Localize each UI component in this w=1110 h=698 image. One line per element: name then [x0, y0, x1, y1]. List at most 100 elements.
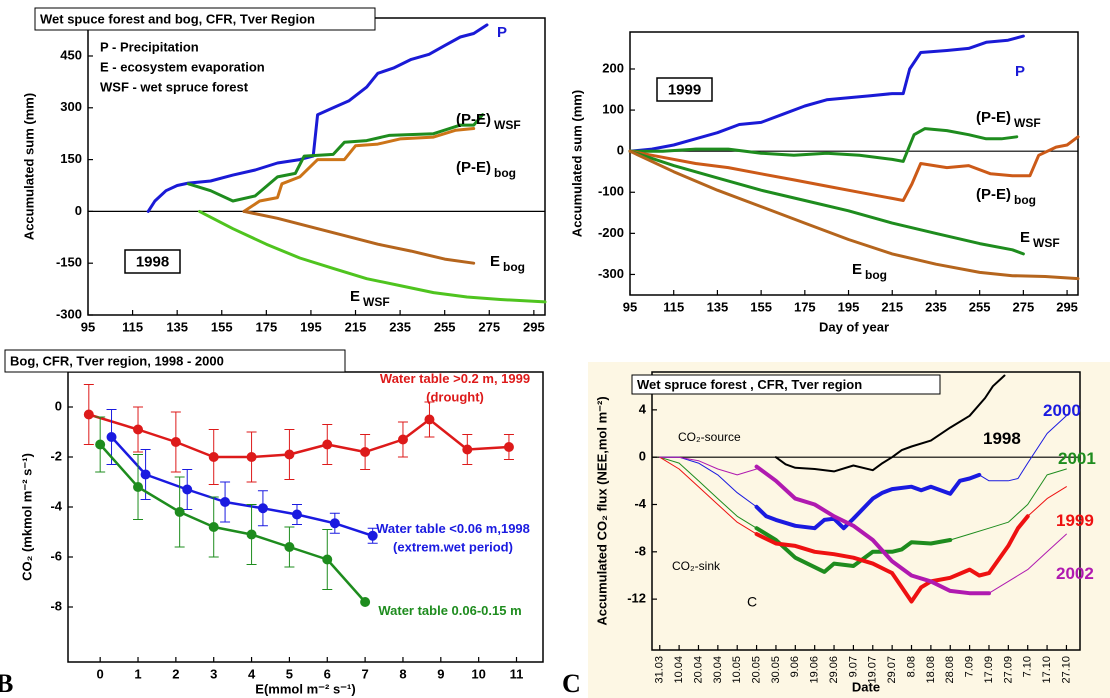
series-label: (P-E) WSF: [456, 111, 521, 132]
series-name: 2002: [1056, 564, 1094, 583]
x-tick-label: 7: [361, 666, 368, 681]
legend-note: P - Precipitation: [100, 39, 199, 54]
point: [284, 449, 295, 460]
x-tick-label: 27.10: [1060, 656, 1072, 684]
x-tick-label: 0: [97, 666, 104, 681]
y-tick-label: -300: [56, 306, 82, 321]
x-tick-label: 7.10: [1022, 656, 1034, 677]
series-label: (P-E) bog: [456, 159, 516, 180]
series-name: Water table <0.06 m,1998: [376, 521, 530, 536]
x-tick-label: 215: [345, 319, 367, 334]
y-axis-label: Accumulated sum (mm): [569, 90, 584, 237]
x-tick-label: 175: [255, 319, 277, 334]
series-name: P: [497, 24, 507, 41]
series-label: Water table 0.06-0.15 m: [378, 603, 521, 618]
y-tick-label: -8: [50, 598, 62, 613]
point: [182, 484, 193, 495]
point: [397, 434, 408, 445]
x-tick-label: 195: [300, 319, 322, 334]
flux-line: [949, 468, 1067, 541]
flux-line: [659, 456, 758, 535]
flux-line: [988, 533, 1067, 594]
series-name: 1999: [1056, 511, 1094, 530]
flux-line: [754, 472, 982, 531]
annotation: CO₂-sink: [672, 559, 721, 573]
x-tick-label: 5: [286, 666, 293, 681]
x-tick-label: 8.08: [905, 656, 917, 677]
legend-note: WSF - wet spruce forest: [100, 79, 249, 94]
plot-frame: [651, 371, 1081, 651]
y-tick-label: 450: [60, 47, 82, 62]
series-label: Water table >0.2 m, 1999: [380, 371, 530, 386]
x-tick-label: 135: [707, 299, 729, 314]
x-tick-label: 28.08: [944, 656, 956, 684]
panel-background: [588, 362, 1110, 698]
title-box: [4, 349, 346, 373]
x-tick-label: 255: [434, 319, 456, 334]
series-line: [242, 209, 476, 265]
point: [140, 469, 151, 480]
x-tick-label: 215: [881, 299, 903, 314]
y-axis-label: CO₂ (mkmol m⁻² s⁻¹): [19, 453, 34, 581]
point: [208, 522, 219, 532]
annotation: C: [747, 594, 757, 610]
point: [83, 409, 94, 420]
year-box: [124, 249, 181, 274]
flux-line: [754, 526, 953, 574]
series-name: E: [852, 261, 862, 278]
series-line: [110, 435, 374, 538]
series-label: E WSF: [1020, 229, 1060, 250]
x-tick-label: 31.03: [654, 656, 666, 684]
x-tick-label: 19.07: [867, 656, 879, 684]
panel: -8 -6 -4 -2 0 0 1 2 3 4 5 6 7 8 9 10 11 CO₂ (mkmol m⁻² s⁻…: [4, 349, 544, 696]
panel: -12 -8 -4 0 4 31.03 10.04 20.04 30.04 10.05 20.05 3…: [594, 371, 1096, 694]
series-name: E: [350, 288, 360, 305]
point: [322, 439, 333, 450]
chart-title: Wet spruce forest , CFR, Tver region: [637, 377, 862, 392]
series-name: Water table >0.2 m, 1999: [380, 371, 530, 386]
title-box: [34, 7, 376, 31]
series-name: E: [1020, 229, 1030, 246]
flux-line: [978, 415, 1067, 482]
point: [462, 444, 473, 455]
plot-frame: [629, 31, 1079, 296]
series-line: [87, 413, 511, 459]
series-note: (extrem.wet period): [393, 539, 513, 554]
x-tick-label: 195: [838, 299, 860, 314]
x-tick-label: 19.06: [809, 656, 821, 684]
x-tick-label: 10.05: [731, 656, 743, 684]
series-label: 2002: [1056, 564, 1094, 583]
x-tick-label: 95: [623, 299, 637, 314]
x-tick-label: 17.09: [983, 656, 995, 684]
x-tick-label: 9.06: [789, 656, 801, 677]
series-line: [628, 127, 1019, 163]
point: [257, 503, 268, 514]
year-label: 1999: [668, 81, 701, 98]
y-tick-label: 150: [60, 151, 82, 166]
x-tick-label: 155: [211, 319, 233, 334]
y-tick-label: -300: [598, 266, 624, 281]
annotation: CO₂-source: [678, 430, 741, 444]
point: [284, 542, 295, 552]
series-line: [186, 113, 485, 203]
y-tick-label: 0: [75, 203, 82, 218]
series-line: [146, 23, 489, 213]
point: [174, 507, 185, 517]
x-tick-label: 115: [122, 319, 143, 334]
x-tick-label: 95: [81, 319, 95, 334]
y-tick-label: -150: [56, 255, 82, 270]
point: [133, 424, 144, 435]
year-box: [656, 77, 713, 102]
y-tick-label: 0: [55, 398, 62, 413]
x-axis-label: E(mmol m⁻² s⁻¹): [255, 681, 355, 696]
x-tick-label: 115: [663, 299, 684, 314]
x-tick-label: 10.04: [673, 656, 685, 684]
x-tick-label: 27.09: [1002, 656, 1014, 684]
point: [424, 414, 435, 425]
series-name: Water table 0.06-0.15 m: [378, 603, 521, 618]
x-tick-label: 20.04: [692, 656, 704, 684]
series-subscript: bog: [494, 166, 516, 180]
